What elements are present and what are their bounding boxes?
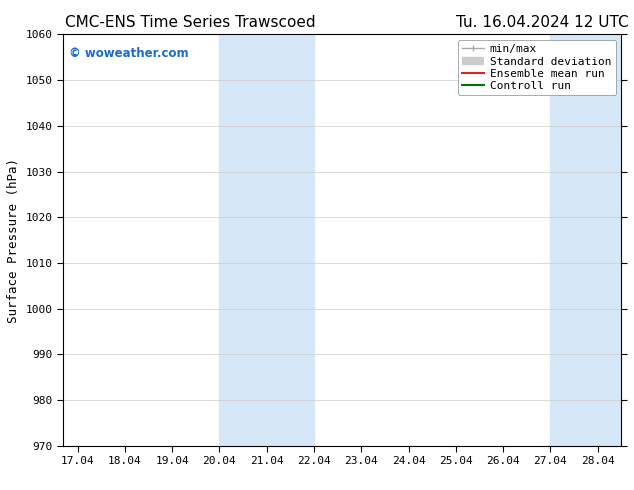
Bar xyxy=(219,34,314,446)
Bar xyxy=(550,34,621,446)
Legend: min/max, Standard deviation, Ensemble mean run, Controll run: min/max, Standard deviation, Ensemble me… xyxy=(458,40,616,96)
Text: Tu. 16.04.2024 12 UTC: Tu. 16.04.2024 12 UTC xyxy=(456,15,629,30)
Text: © woweather.com: © woweather.com xyxy=(69,47,188,60)
Text: CMC-ENS Time Series Trawscoed: CMC-ENS Time Series Trawscoed xyxy=(65,15,316,30)
Y-axis label: Surface Pressure (hPa): Surface Pressure (hPa) xyxy=(8,158,20,322)
